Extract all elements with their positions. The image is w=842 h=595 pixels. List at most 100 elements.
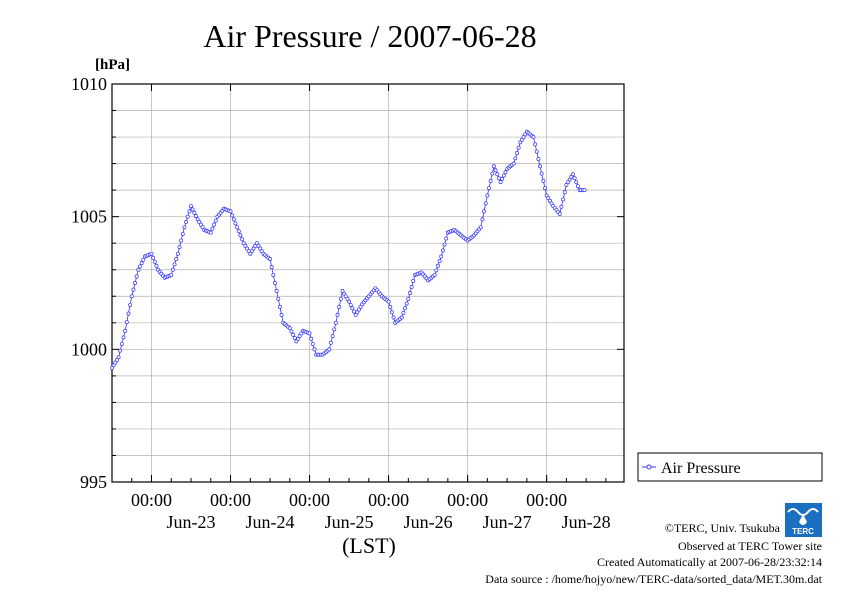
data-point	[170, 267, 175, 272]
data-point	[299, 331, 304, 336]
data-point	[488, 178, 493, 183]
data-point	[483, 201, 488, 206]
data-point	[269, 265, 274, 270]
data-point	[116, 355, 121, 360]
data-point	[399, 315, 404, 320]
data-point	[152, 259, 157, 264]
data-point	[493, 168, 498, 173]
data-point	[177, 245, 182, 250]
x-tick-label-date: Jun-23	[167, 512, 216, 532]
data-point	[569, 174, 574, 179]
data-point	[197, 220, 202, 224]
data-point	[388, 304, 393, 309]
footer-observed: Observed at TERC Tower site	[678, 539, 822, 553]
logo-text: TERC	[792, 527, 814, 536]
footer-created: Created Automatically at 2007-06-28/23:3…	[597, 555, 822, 569]
data-point	[490, 171, 495, 176]
data-point	[403, 306, 407, 311]
data-point	[562, 190, 567, 195]
data-point	[213, 218, 218, 223]
data-point	[342, 291, 347, 296]
data-point	[482, 209, 487, 214]
data-point	[432, 273, 437, 277]
data-point	[480, 217, 485, 222]
data-point	[549, 201, 554, 206]
data-point	[187, 209, 192, 214]
y-tick-label: 1005	[71, 207, 107, 227]
x-tick-label-time: 00:00	[131, 490, 172, 510]
data-point	[259, 249, 264, 254]
data-point	[212, 222, 217, 227]
series-line	[111, 131, 585, 369]
data-point	[236, 229, 241, 234]
data-point	[513, 156, 518, 161]
logo-drop-shape	[799, 514, 807, 525]
data-point	[268, 257, 272, 262]
x-tick-label-time: 00:00	[526, 490, 567, 510]
data-point	[408, 291, 412, 295]
y-axis-unit-label: [hPa]	[95, 57, 130, 73]
data-point	[240, 237, 245, 242]
data-point	[401, 310, 406, 315]
data-point	[310, 342, 315, 346]
footer-copyright: ©TERC, Univ. Tsukuba	[665, 521, 781, 535]
data-point	[149, 251, 154, 256]
data-point	[541, 178, 546, 183]
grid-lines	[112, 84, 624, 482]
data-point	[297, 334, 302, 339]
y-tick-label: 1010	[71, 74, 107, 94]
data-point	[208, 230, 213, 235]
data-point	[582, 188, 587, 193]
data-point	[487, 186, 491, 191]
data-point	[386, 299, 391, 304]
legend-label-air-pressure: Air Pressure	[661, 460, 741, 477]
series-air-pressure	[110, 129, 587, 370]
data-point	[557, 212, 562, 216]
x-tick-label-date: Jun-25	[325, 512, 374, 532]
data-point	[276, 296, 281, 301]
data-point	[534, 149, 539, 154]
y-tick-label: 995	[80, 472, 107, 492]
data-point	[404, 301, 409, 306]
data-point	[138, 264, 142, 269]
data-point	[289, 329, 294, 334]
data-point	[389, 310, 394, 315]
data-point	[123, 328, 128, 333]
data-point	[254, 241, 259, 246]
data-point	[274, 289, 279, 293]
data-point	[296, 336, 300, 341]
data-point	[536, 157, 541, 161]
legend-box	[637, 452, 823, 482]
data-point	[533, 142, 538, 147]
data-point	[572, 176, 577, 181]
data-point	[340, 289, 345, 293]
data-point	[538, 164, 542, 169]
data-point	[134, 274, 139, 279]
data-point	[519, 137, 524, 142]
data-point	[309, 336, 314, 341]
data-point	[139, 261, 144, 266]
data-point	[574, 180, 579, 185]
data-point	[495, 172, 500, 177]
data-point	[238, 233, 243, 238]
data-point	[561, 197, 566, 202]
data-point	[436, 263, 440, 268]
data-point	[575, 184, 580, 189]
data-point	[131, 287, 136, 292]
x-tick-label-time: 00:00	[447, 490, 488, 510]
plot-frame	[111, 83, 625, 483]
data-point	[516, 145, 521, 150]
data-point	[133, 281, 137, 285]
data-point	[531, 135, 536, 140]
legend-point-marker	[646, 464, 652, 470]
data-point	[189, 204, 193, 208]
x-tick-label-time: 00:00	[368, 490, 409, 510]
data-point	[179, 238, 184, 243]
data-point	[358, 304, 363, 309]
data-point	[184, 220, 189, 224]
data-point	[338, 296, 343, 301]
data-point	[571, 172, 575, 177]
data-point	[515, 151, 519, 155]
data-point	[343, 294, 348, 299]
